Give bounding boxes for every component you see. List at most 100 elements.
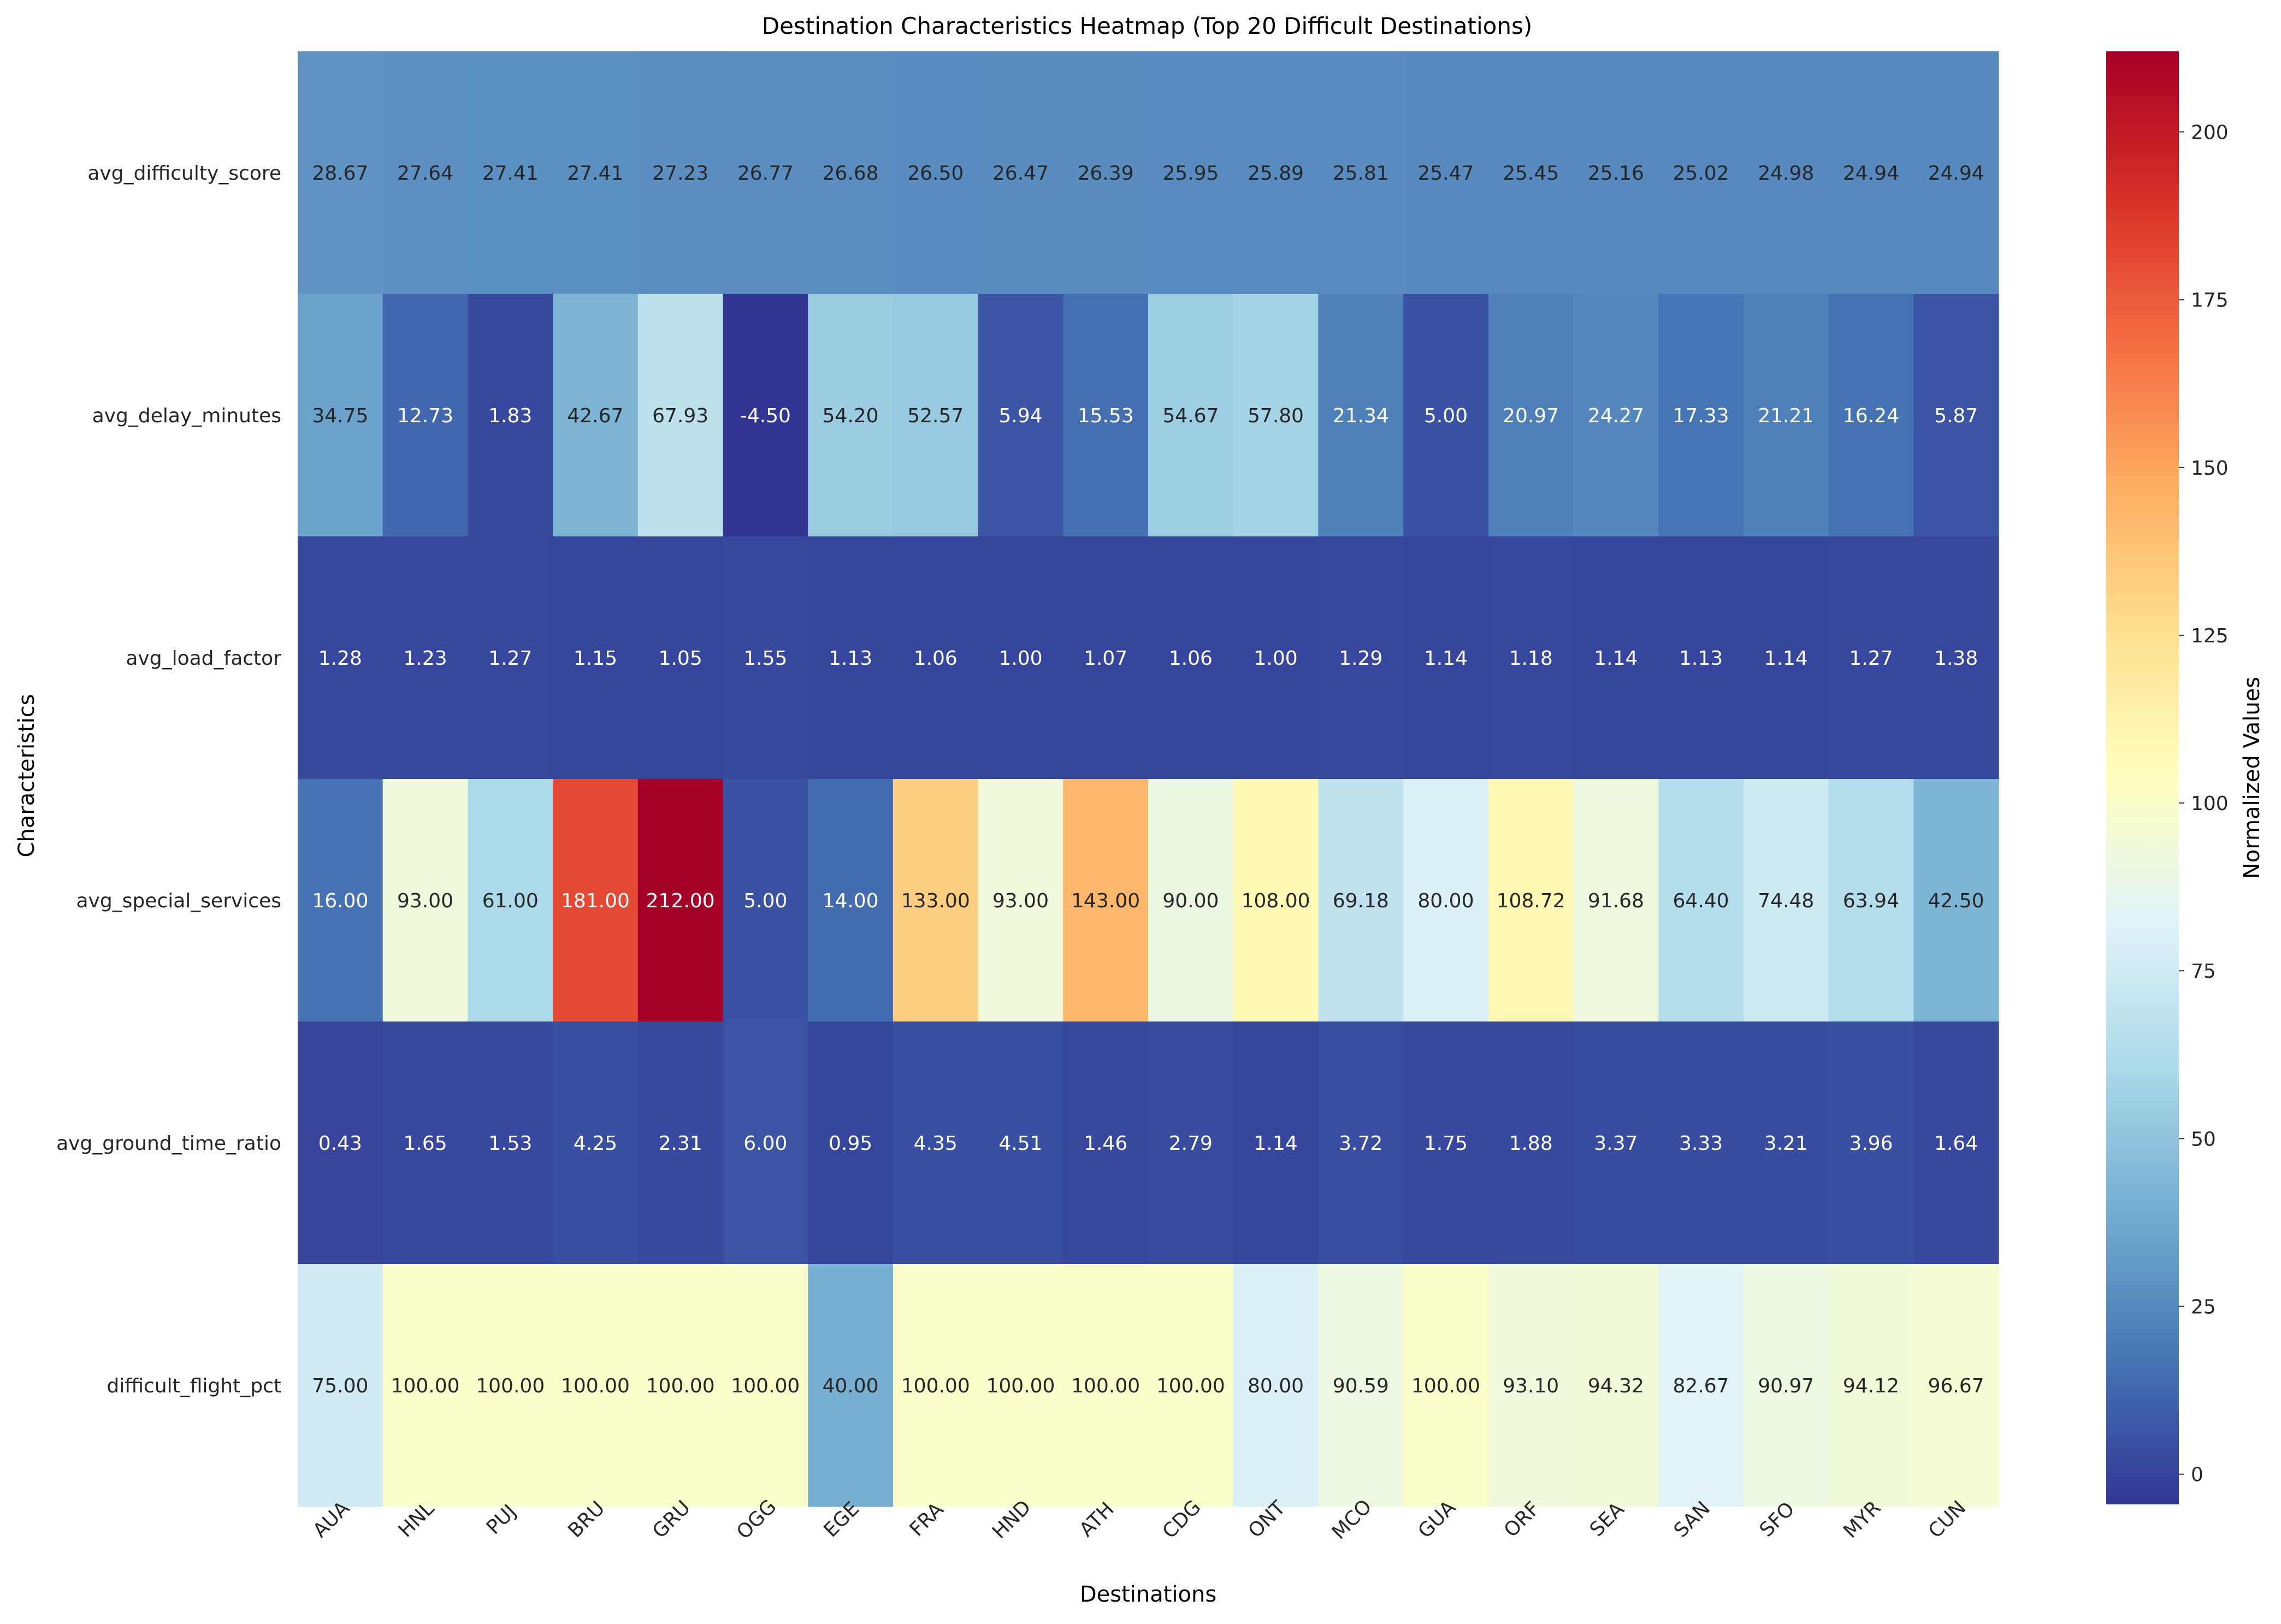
heatmap-cell <box>893 51 979 294</box>
heatmap-cell <box>1403 536 1489 779</box>
colorbar-tick-label: 175 <box>2191 290 2229 312</box>
heatmap-cell <box>298 294 383 537</box>
colorbar-tick-label: 25 <box>2191 1296 2216 1319</box>
heatmap-cell <box>1148 779 1234 1022</box>
heatmap-cell <box>637 51 724 294</box>
heatmap-cell <box>637 1021 724 1265</box>
cell-value-label: 1.23 <box>403 647 447 670</box>
y-tick-label: avg_delay_minutes <box>92 405 281 427</box>
cell-value-label: 93.00 <box>992 890 1049 912</box>
cell-value-label: 15.53 <box>1078 405 1134 427</box>
heatmap-cell <box>1063 779 1149 1022</box>
cell-value-label: 143.00 <box>1071 890 1140 912</box>
heatmap-cell <box>893 1264 979 1507</box>
cell-value-label: 1.29 <box>1339 647 1382 670</box>
cell-value-label: 2.31 <box>659 1132 702 1155</box>
cell-value-label: 100.00 <box>391 1375 460 1397</box>
heatmap-cell <box>1828 779 1914 1022</box>
heatmap-cell <box>1318 536 1404 779</box>
colorbar-tick-label: 150 <box>2191 457 2229 480</box>
colorbar-label: Normalized Values <box>2239 677 2265 879</box>
heatmap-cell <box>1148 51 1234 294</box>
y-tick-labels: avg_difficulty_score avg_delay_minutesavg… <box>56 162 281 1397</box>
heatmap-cell <box>298 779 383 1022</box>
heatmap-cell <box>553 1021 639 1265</box>
heatmap-cell <box>553 51 639 294</box>
cell-value-label: 1.07 <box>1084 647 1127 670</box>
cell-value-label: 0.43 <box>318 1132 362 1155</box>
heatmap-cell <box>723 294 808 537</box>
cell-value-label: 1.75 <box>1424 1132 1468 1155</box>
heatmap-cell <box>1063 1021 1149 1265</box>
heatmap-cell <box>723 779 808 1022</box>
cell-value-label: 1.14 <box>1424 647 1468 670</box>
cell-value-label: 100.00 <box>476 1375 545 1397</box>
heatmap-cell <box>1488 294 1574 537</box>
cell-value-label: 24.94 <box>1843 162 1899 185</box>
cell-value-label: 1.14 <box>1594 647 1638 670</box>
y-tick-label: avg_load_factor <box>126 647 281 670</box>
heatmap-cell <box>382 536 468 779</box>
cell-value-label: 94.32 <box>1588 1375 1644 1397</box>
cell-value-label: 1.53 <box>488 1132 532 1155</box>
heatmap-cell <box>468 536 553 779</box>
cell-value-label: 90.00 <box>1162 890 1219 912</box>
heatmap-cell <box>1148 536 1234 779</box>
heatmap-cell <box>1573 1021 1659 1265</box>
heatmap-cell <box>893 536 979 779</box>
colorbar-tick-label: 0 <box>2191 1464 2203 1486</box>
cell-value-label: 80.00 <box>1417 890 1474 912</box>
heatmap-cell <box>1063 51 1149 294</box>
cell-value-label: 25.47 <box>1417 162 1474 185</box>
cell-value-label: 82.67 <box>1673 1375 1729 1397</box>
cell-value-label: 5.00 <box>743 890 787 912</box>
heatmap-cell <box>1233 51 1319 294</box>
heatmap-cell <box>1828 294 1914 537</box>
cell-value-label: 3.96 <box>1849 1132 1893 1155</box>
heatmap-cell <box>808 779 894 1022</box>
heatmap-cell <box>1403 294 1489 537</box>
heatmap-cell <box>1913 1021 1999 1265</box>
heatmap-cell <box>1828 536 1914 779</box>
cell-value-label: 1.05 <box>659 647 702 670</box>
heatmap-cells <box>298 51 1999 1507</box>
cell-value-label: 25.89 <box>1248 162 1304 185</box>
cell-value-label: 42.50 <box>1928 890 1984 912</box>
cell-value-label: 3.33 <box>1679 1132 1723 1155</box>
heatmap-cell <box>1658 536 1744 779</box>
heatmap-cell <box>1063 536 1149 779</box>
colorbar-tick-label: 200 <box>2191 121 2229 144</box>
heatmap-cell <box>1658 779 1744 1022</box>
cell-value-label: 108.72 <box>1497 890 1565 912</box>
heatmap-cell <box>1233 1021 1319 1265</box>
cell-value-label: 27.23 <box>652 162 708 185</box>
cell-value-label: 16.00 <box>312 890 368 912</box>
cell-value-label: 4.35 <box>914 1132 958 1155</box>
cell-value-label: 1.00 <box>1254 647 1297 670</box>
cell-value-label: 100.00 <box>1156 1375 1225 1397</box>
cell-value-label: 100.00 <box>1411 1375 1480 1397</box>
heatmap-cell <box>893 294 979 537</box>
y-tick-label: difficult_flight_pct <box>107 1375 281 1397</box>
cell-value-label: 24.27 <box>1588 405 1644 427</box>
heatmap-cell <box>298 51 383 294</box>
cell-value-label: 90.59 <box>1333 1375 1389 1397</box>
heatmap-cell <box>1318 1021 1404 1265</box>
heatmap-cell <box>1658 294 1744 537</box>
heatmap-cell <box>468 1264 553 1507</box>
cell-value-label: 5.94 <box>998 405 1042 427</box>
heatmap-cell <box>1488 1264 1574 1507</box>
cell-value-label: 1.13 <box>1679 647 1723 670</box>
cell-value-label: 54.67 <box>1162 405 1219 427</box>
cell-value-label: 12.73 <box>397 405 453 427</box>
y-tick-label: avg_ground_time_ratio <box>56 1132 281 1155</box>
cell-value-label: 1.27 <box>488 647 532 670</box>
heatmap-cell <box>1488 51 1574 294</box>
y-axis-label: Characteristics <box>14 694 39 857</box>
heatmap-cell <box>637 1264 724 1507</box>
heatmap-cell <box>978 294 1063 537</box>
cell-value-label: 25.95 <box>1162 162 1219 185</box>
heatmap-cell <box>1913 294 1999 537</box>
cell-value-label: 26.77 <box>737 162 794 185</box>
